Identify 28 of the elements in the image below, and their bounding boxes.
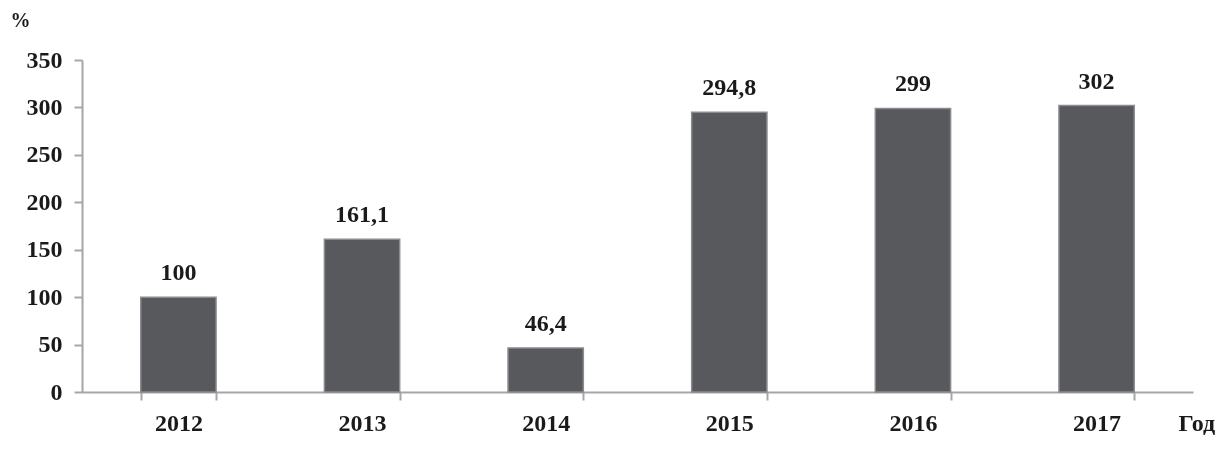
x-tick-label: 2013	[338, 409, 387, 436]
data-label: 161,1	[335, 201, 390, 228]
y-tick-label: 200	[26, 188, 63, 215]
x-tick-label: 2015	[705, 409, 754, 436]
data-label: 299	[894, 70, 931, 97]
x-axis-title: Год	[1178, 409, 1216, 436]
data-label: 294,8	[702, 74, 757, 101]
bar	[507, 347, 585, 393]
y-tick-label: 150	[26, 236, 63, 263]
y-tick-label: 0	[50, 378, 63, 405]
x-tick-label: 2017	[1073, 409, 1122, 436]
bar	[690, 111, 768, 393]
y-tick-label: 300	[26, 93, 63, 120]
y-tick-label: 100	[26, 283, 63, 310]
y-tick-label: 250	[26, 141, 63, 168]
y-axis-title: %	[10, 8, 31, 31]
x-tick-label: 2012	[154, 409, 203, 436]
x-tick-label: 2016	[889, 409, 938, 436]
bar	[1058, 104, 1135, 393]
x-tick-label: 2014	[522, 409, 571, 436]
bar	[140, 296, 217, 393]
bar	[874, 107, 952, 393]
data-label: 100	[160, 259, 197, 286]
data-label: 46,4	[524, 309, 567, 336]
data-label: 302	[1078, 67, 1115, 94]
y-tick-label: 350	[26, 46, 63, 73]
y-tick-label: 50	[38, 331, 63, 358]
bar	[323, 238, 401, 393]
